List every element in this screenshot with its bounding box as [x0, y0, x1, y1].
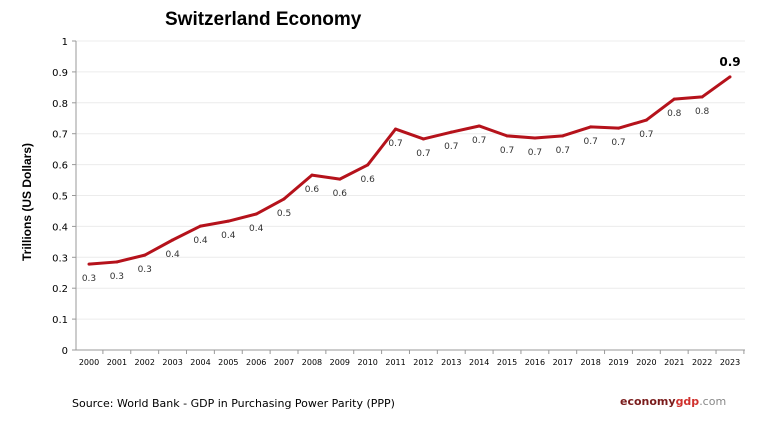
data-label: 0.3: [138, 265, 152, 275]
data-point: [226, 219, 230, 223]
x-tick-label: 2017: [553, 358, 573, 367]
data-point: [310, 173, 314, 177]
data-label: 0.6: [333, 189, 348, 199]
y-tick-label: 0.7: [52, 130, 68, 141]
data-point: [672, 97, 676, 101]
x-tick-label: 2018: [580, 358, 600, 367]
x-tick-label: 2010: [358, 358, 378, 367]
data-label: 0.4: [249, 224, 264, 234]
data-label: 0.4: [165, 250, 180, 260]
data-label: 0.7: [583, 137, 597, 147]
x-tick-label: 2022: [692, 358, 712, 367]
data-label: 0.7: [416, 149, 430, 159]
data-label: 0.7: [444, 142, 458, 152]
data-label: 0.8: [667, 109, 682, 119]
x-tick-label: 2002: [135, 358, 155, 367]
brand-part: .com: [699, 395, 727, 408]
data-point: [644, 118, 648, 122]
data-point: [477, 124, 481, 128]
data-label: 0.7: [500, 146, 514, 156]
x-tick-label: 2023: [720, 358, 740, 367]
data-label: 0.6: [361, 175, 376, 185]
data-point: [115, 260, 119, 264]
data-label: 0.6: [305, 185, 320, 195]
data-point: [143, 253, 147, 257]
data-label: 0.4: [193, 236, 208, 246]
x-tick-label: 2021: [664, 358, 684, 367]
data-point: [728, 75, 732, 79]
y-tick-label: 0.4: [52, 222, 68, 233]
data-point: [617, 126, 621, 130]
x-tick-label: 2004: [190, 358, 210, 367]
data-label: 0.7: [388, 139, 402, 149]
data-point: [87, 262, 91, 266]
data-label: 0.9: [719, 55, 740, 69]
x-tick-label: 2011: [385, 358, 405, 367]
x-tick-label: 2007: [274, 358, 294, 367]
data-label: 0.7: [556, 146, 570, 156]
x-tick-label: 2013: [441, 358, 461, 367]
data-point: [505, 134, 509, 138]
data-point: [171, 238, 175, 242]
data-label: 0.3: [110, 272, 124, 282]
data-point: [254, 212, 258, 216]
y-tick-label: 1: [62, 37, 68, 48]
data-line: [88, 75, 731, 266]
data-point: [449, 130, 453, 134]
x-tick-label: 2000: [79, 358, 99, 367]
data-point: [533, 136, 537, 140]
data-label: 0.7: [472, 136, 486, 146]
data-point: [198, 224, 202, 228]
x-tick-label: 2020: [636, 358, 656, 367]
data-point: [338, 177, 342, 181]
x-tick-label: 2015: [497, 358, 517, 367]
data-point: [421, 137, 425, 141]
x-tick-label: 2014: [469, 358, 489, 367]
y-tick-label: 0.3: [52, 253, 68, 264]
data-point: [282, 197, 286, 201]
x-tick-label: 2003: [162, 358, 182, 367]
source-note: Source: World Bank - GDP in Purchasing P…: [72, 397, 395, 410]
y-tick-label: 0.1: [52, 315, 68, 326]
data-label: 0.7: [528, 148, 542, 158]
data-point: [589, 125, 593, 129]
x-tick-label: 2006: [246, 358, 266, 367]
data-point: [366, 163, 370, 167]
x-tick-label: 2019: [608, 358, 628, 367]
x-tick-label: 2008: [302, 358, 322, 367]
data-label: 0.7: [639, 130, 653, 140]
data-point: [561, 134, 565, 138]
data-label: 0.4: [221, 231, 236, 241]
data-label: 0.3: [82, 274, 96, 284]
brand-logo: economygdp.com: [620, 395, 726, 408]
y-tick-label: 0.8: [52, 99, 68, 110]
brand-part: economy: [620, 395, 676, 408]
data-point: [394, 127, 398, 131]
x-tick-label: 2001: [107, 358, 127, 367]
chart-title: Switzerland Economy: [165, 9, 362, 30]
y-tick-label: 0.2: [52, 284, 68, 295]
x-tick-label: 2012: [413, 358, 433, 367]
y-tick-label: 0.6: [52, 161, 68, 172]
y-tick-label: 0.9: [52, 68, 68, 79]
x-tick-label: 2009: [330, 358, 350, 367]
x-tick-label: 2016: [525, 358, 545, 367]
y-tick-label: 0: [62, 346, 68, 357]
data-label: 0.8: [695, 107, 710, 117]
data-point: [700, 95, 704, 99]
brand-part: gdp: [675, 395, 700, 408]
data-label: 0.5: [277, 209, 291, 219]
y-tick-label: 0.5: [52, 192, 68, 203]
data-label: 0.7: [611, 138, 625, 148]
x-tick-label: 2005: [218, 358, 238, 367]
